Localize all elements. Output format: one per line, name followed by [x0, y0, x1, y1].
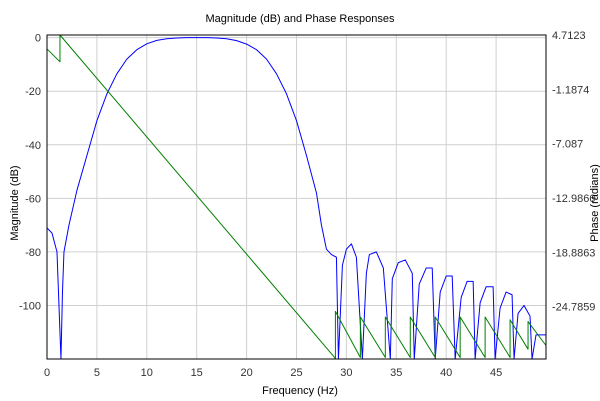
y-tick-label-left: -100 [19, 300, 41, 312]
y-tick-label-left: -20 [25, 86, 41, 98]
y-tick-label-right: 4.7123 [552, 30, 586, 42]
grid [46, 35, 546, 359]
y-tick-label-right: -7.087 [552, 139, 583, 151]
x-tick-label: 20 [240, 367, 252, 379]
x-tick-label: 10 [141, 367, 153, 379]
x-tick-label: 35 [390, 367, 402, 379]
x-tick-label: 25 [290, 367, 302, 379]
y-tick-label-left: -80 [25, 247, 41, 259]
y-tick-label-left: -40 [25, 140, 41, 152]
y-tick-label-left: -60 [25, 193, 41, 205]
x-tick-label: 0 [44, 367, 50, 379]
x-tick-label: 40 [440, 367, 452, 379]
x-tick-label: 45 [490, 367, 502, 379]
x-ticks: 0 5 10 15 20 25 30 35 40 45 [44, 367, 502, 379]
y-ticks-right: 4.7123 -1.1874 -7.087 -12.9866 -18.8863 -24.7… [552, 30, 595, 314]
y-tick-label-right: -1.1874 [552, 84, 589, 96]
chart-title: Magnitude (dB) and Phase Responses [206, 13, 395, 25]
x-axis-title: Frequency (Hz) [262, 385, 338, 397]
magnitude-series-line [46, 37, 546, 360]
y-axis-title-left: Magnitude (dB) [9, 165, 21, 240]
phase-series-line [46, 34, 547, 359]
series-layer [46, 34, 547, 360]
y-tick-label-right: -12.9866 [552, 193, 595, 205]
x-tick-label: 30 [340, 367, 352, 379]
y-axis-title-right: Phase (radians) [589, 164, 600, 242]
y-ticks-left: 0 -20 -40 -60 -80 -100 [19, 33, 41, 313]
y-tick-label-right: -18.8863 [552, 247, 595, 259]
x-tick-label: 15 [191, 367, 203, 379]
y-tick-label-right: -24.7859 [552, 302, 595, 314]
x-tick-label: 5 [94, 367, 100, 379]
y-tick-label-left: 0 [35, 33, 41, 45]
plot-frame [46, 34, 547, 360]
